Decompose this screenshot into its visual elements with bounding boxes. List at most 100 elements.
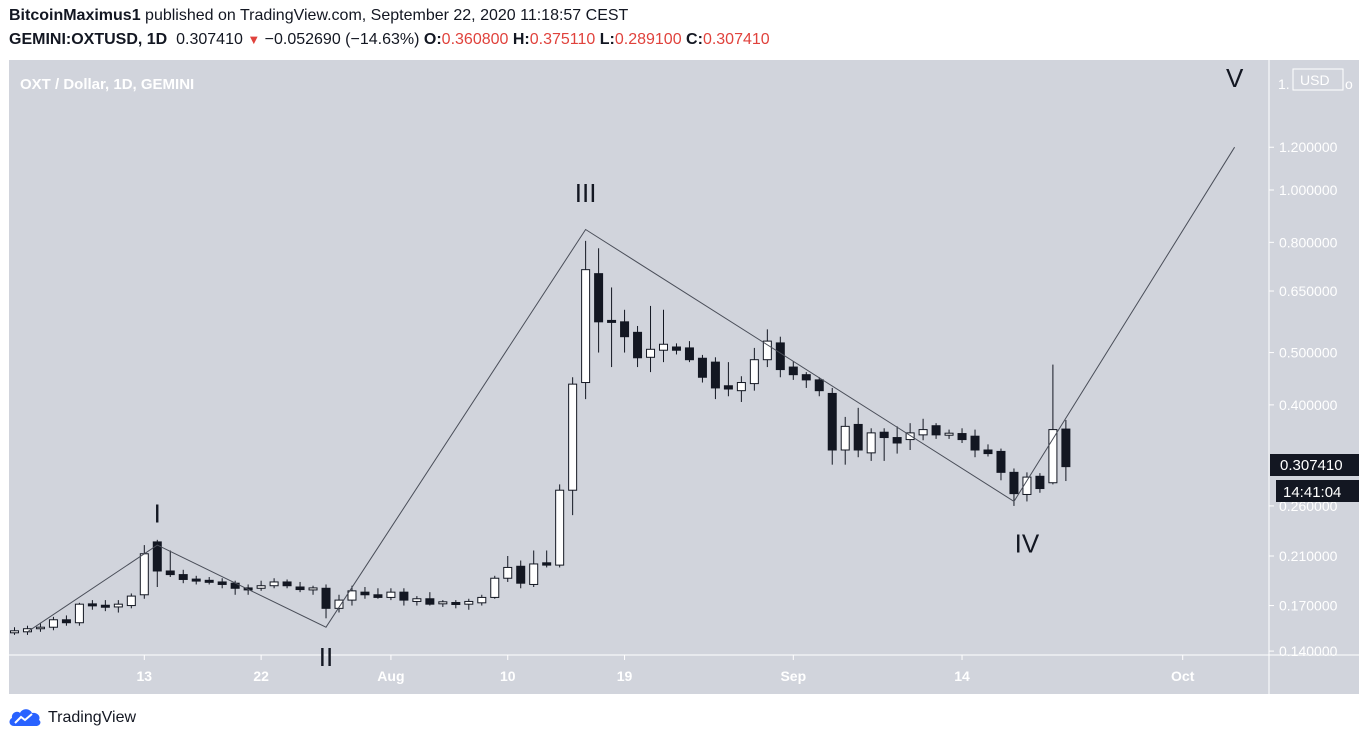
candle-body <box>334 599 344 609</box>
down-triangle-icon: ▼ <box>247 32 261 47</box>
candle-body <box>555 489 565 566</box>
candle-body <box>892 437 902 444</box>
candle <box>671 343 681 355</box>
candle <box>10 627 19 635</box>
candle-body <box>191 578 201 582</box>
currency-label: USD <box>1300 72 1330 88</box>
candle <box>503 556 513 582</box>
tradingview-brand: TradingView <box>48 709 137 726</box>
candle <box>918 418 928 441</box>
candle <box>217 578 227 589</box>
candle-body <box>386 591 396 598</box>
candle-body <box>1035 475 1045 490</box>
candle-body <box>814 379 824 392</box>
time-tick-label: 22 <box>253 668 269 684</box>
candle-body <box>957 433 967 441</box>
candle-body <box>983 449 993 455</box>
candle <box>723 362 733 397</box>
candle-body <box>996 450 1006 473</box>
chart-background <box>9 60 1359 694</box>
candle-body <box>464 600 474 605</box>
wave-count-line <box>27 146 1236 633</box>
candle-body <box>451 601 461 605</box>
time-axis[interactable]: 13 22 Aug 10 19 Sep 14 Oct <box>137 655 1195 684</box>
wave-label: III <box>575 178 597 208</box>
candle <box>87 600 97 610</box>
candle-body <box>542 562 552 566</box>
candle-body <box>697 357 707 378</box>
candle <box>983 444 993 457</box>
candle-body <box>801 374 811 381</box>
candle <box>191 575 201 585</box>
candle-body <box>178 574 188 580</box>
candle-body <box>113 603 123 608</box>
candle-body <box>607 319 617 323</box>
candle-body <box>61 619 71 624</box>
candle-body <box>48 619 58 628</box>
candle <box>996 448 1006 481</box>
candle <box>178 569 188 584</box>
candle-body <box>425 598 435 605</box>
price-tick-label: 0.800000 <box>1279 234 1338 250</box>
candle-body <box>866 432 876 454</box>
candle-body <box>308 587 318 591</box>
price-tick-label: 0.650000 <box>1279 283 1338 299</box>
candle <box>697 354 707 383</box>
time-tick-label: Aug <box>377 668 404 684</box>
candle <box>827 387 837 465</box>
candle-body <box>749 359 759 385</box>
currency-badge[interactable]: USD o <box>1292 68 1353 92</box>
candle-body <box>165 570 175 576</box>
candle <box>334 594 344 613</box>
countdown-tag-text: 14:41:04 <box>1283 484 1341 501</box>
candle <box>892 426 902 454</box>
candle-body <box>684 347 694 361</box>
time-tick-label: 13 <box>137 668 153 684</box>
last-price-tag-text: 0.307410 <box>1280 457 1343 474</box>
candle <box>749 347 759 391</box>
symbol-timeframe[interactable]: GEMINI:OXTUSD, 1D <box>9 31 168 48</box>
candle <box>373 588 383 599</box>
candle-body <box>1061 428 1071 468</box>
candle <box>282 579 292 589</box>
time-tick-label: Sep <box>780 668 806 684</box>
candle <box>568 377 578 516</box>
time-tick-label: 19 <box>617 668 633 684</box>
candle <box>451 600 461 609</box>
publish-line: BitcoinMaximus1 published on TradingView… <box>9 6 628 26</box>
candle <box>61 615 71 626</box>
price-axis[interactable]: 1.200000 1.000000 0.800000 0.650000 0.500000… <box>1269 139 1338 659</box>
candle-body <box>282 581 292 587</box>
candle <box>684 341 694 363</box>
tradingview-footer[interactable]: TradingView <box>8 707 136 729</box>
candle-body <box>1022 476 1032 495</box>
candle-body <box>970 435 980 451</box>
candle-body <box>10 630 19 634</box>
candle-body <box>126 595 136 607</box>
candle <box>1009 468 1019 506</box>
tradingview-cloud-icon <box>9 709 41 726</box>
candle <box>399 588 409 606</box>
last-price: 0.307410 <box>176 31 243 48</box>
price-tick-label: 0.400000 <box>1279 397 1338 413</box>
candle <box>360 586 370 599</box>
candle <box>931 423 941 439</box>
candle-body <box>22 628 32 633</box>
wave-label: IV <box>1015 529 1040 559</box>
wave-label: I <box>154 499 161 529</box>
candle <box>321 584 331 619</box>
candle-body <box>412 598 422 602</box>
open-label: O: <box>423 31 442 48</box>
candle <box>801 372 811 388</box>
candle <box>477 594 487 606</box>
candle <box>22 625 32 635</box>
price-tick-label: 0.170000 <box>1279 598 1338 614</box>
author-name[interactable]: BitcoinMaximus1 <box>9 7 141 24</box>
high-value: 0.375110 <box>529 31 596 48</box>
candle <box>879 428 889 461</box>
candle <box>152 539 162 587</box>
candle-body <box>633 331 643 359</box>
low-label: L: <box>599 31 615 48</box>
candle-body <box>710 361 720 389</box>
